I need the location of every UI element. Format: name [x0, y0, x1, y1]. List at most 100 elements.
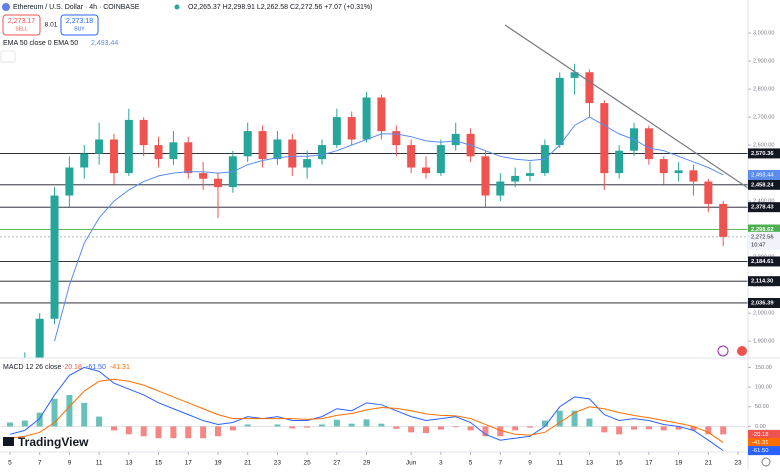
- candle-body: [600, 103, 609, 174]
- candle-body: [436, 145, 445, 174]
- histogram-axis-label: -20.18: [752, 432, 768, 438]
- buy-button[interactable]: [60, 14, 99, 36]
- status-dot: [174, 4, 180, 10]
- level-label-box: [748, 148, 780, 159]
- candle-body: [80, 153, 89, 168]
- macd-histogram-bar: [140, 426, 147, 437]
- y-tick-label: 3,000.00: [753, 31, 774, 37]
- candle-body: [496, 181, 505, 196]
- x-tick-label: 9: [528, 460, 532, 467]
- level-label-box: [748, 297, 780, 308]
- ema-line: [54, 116, 724, 342]
- candle-body: [288, 139, 297, 168]
- macd-histogram-bar: [631, 426, 638, 430]
- candle-body: [213, 178, 222, 188]
- x-tick-label: Jun: [406, 460, 417, 467]
- macd-histogram-bar: [571, 410, 578, 427]
- candle-body: [258, 131, 267, 160]
- macd-value: -61.50: [86, 364, 106, 371]
- x-tick-label: 11: [556, 460, 563, 467]
- candle-body: [243, 131, 252, 157]
- x-tick-label: 13: [125, 460, 133, 467]
- candle-body: [154, 145, 163, 160]
- candle-body: [109, 139, 118, 174]
- y-tick-label: 2,400.00: [753, 199, 774, 205]
- y-tick-label: 2,000.00: [753, 311, 774, 317]
- signal-label-box: [748, 438, 780, 448]
- event-icon[interactable]: [717, 345, 729, 357]
- level-label: 2,298.62: [751, 227, 774, 233]
- x-tick-label: 5: [469, 460, 473, 467]
- signal-axis-label: -41.31: [752, 440, 768, 446]
- x-tick-label: 21: [244, 460, 252, 467]
- x-tick-label: 15: [155, 460, 163, 467]
- macd-histogram-bar: [6, 422, 13, 427]
- candle-body: [303, 159, 312, 168]
- ema-label-box: [748, 169, 780, 180]
- macd-histogram-bar: [51, 398, 58, 427]
- macd-histogram-bar: [170, 426, 177, 439]
- candle-body: [124, 119, 133, 174]
- y-tick-label: 50.00: [755, 404, 769, 410]
- candle-body: [392, 131, 401, 146]
- macd-histogram-bar: [274, 424, 281, 427]
- candle-body: [184, 142, 193, 174]
- macd-histogram-bar: [318, 424, 325, 427]
- macd-histogram-bar: [675, 426, 682, 430]
- level-label-box: [748, 224, 780, 235]
- macd-histogram-bar: [541, 420, 548, 427]
- histogram-label-box: [748, 429, 780, 439]
- y-tick-label: 150.00: [755, 365, 772, 371]
- candle-body: [199, 173, 208, 179]
- x-tick-label: 7: [38, 460, 42, 467]
- macd-hist-value: -20.18: [62, 364, 82, 371]
- sell-button[interactable]: [2, 14, 41, 36]
- candle-body: [659, 159, 668, 174]
- brand: TradingView: [18, 435, 89, 449]
- macd-histogram-bar: [690, 426, 697, 431]
- x-tick-label: 17: [185, 460, 193, 467]
- macd-line: [9, 366, 724, 452]
- x-tick-label: 17: [645, 460, 653, 467]
- x-tick-label: 21: [705, 460, 713, 467]
- candle-body: [570, 72, 579, 78]
- macd-histogram-bar: [423, 426, 430, 434]
- x-tick-label: 13: [586, 460, 594, 467]
- candle-body: [555, 77, 564, 146]
- macd-signal-value: -41.31: [110, 364, 130, 371]
- ohlc: O2,265.37 H2,298.91 L2,262.58 C2,272.56 …: [188, 4, 372, 11]
- x-tick-label: 11: [96, 460, 103, 467]
- macd-histogram-bar: [660, 426, 667, 431]
- macd-histogram-bar: [185, 426, 192, 439]
- y-tick-label: 2,900.00: [753, 59, 774, 65]
- macd-histogram-bar: [214, 426, 221, 437]
- macd-histogram-bar: [348, 423, 355, 427]
- signal-line: [9, 378, 724, 444]
- buy-label: BUY: [74, 26, 85, 32]
- settings-icon[interactable]: [761, 457, 771, 467]
- macd-histogram-bar: [482, 426, 489, 437]
- sell-price: 2,273.17: [8, 18, 35, 25]
- candle-body: [377, 97, 386, 132]
- macd-axis-label: -61.50: [752, 448, 768, 454]
- candle-body: [451, 133, 460, 146]
- x-tick-label: 15: [616, 460, 624, 467]
- current-price-label: 2,272.56: [751, 234, 774, 240]
- macd-histogram-bar: [229, 426, 236, 431]
- y-tick-label: 0.00: [755, 424, 766, 430]
- collapse-button[interactable]: [0, 50, 16, 63]
- x-tick-label: 25: [304, 460, 312, 467]
- x-tick-label: 7: [498, 460, 502, 467]
- level-label: 2,184.61: [751, 259, 774, 265]
- candle-body: [526, 173, 535, 176]
- candle-body: [407, 145, 416, 168]
- macd-histogram-bar: [467, 426, 474, 431]
- symbol-icon: [2, 3, 10, 11]
- price-pane: [0, 63, 748, 358]
- level-label-box: [748, 276, 780, 287]
- macd-histogram-bar: [96, 416, 103, 427]
- candle-body: [273, 139, 282, 160]
- flag-icon[interactable]: [737, 346, 747, 356]
- macd-title: MACD 12 26 close: [3, 364, 61, 371]
- macd-histogram-bar: [36, 412, 43, 427]
